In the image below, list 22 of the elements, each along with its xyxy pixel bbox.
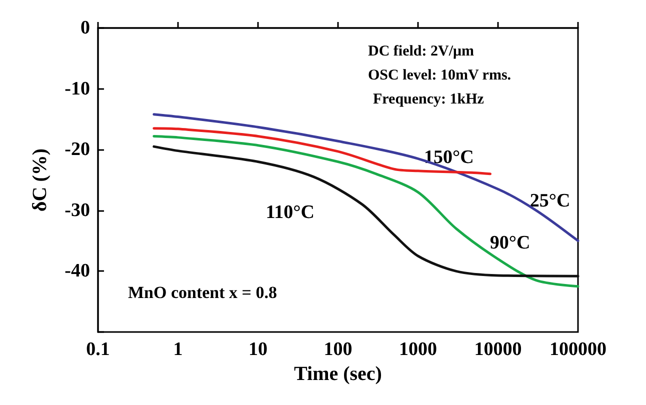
series-label: 25°C xyxy=(530,190,570,212)
y-tick-label: 0 xyxy=(80,18,90,38)
series-label: 150°C xyxy=(424,147,474,168)
y-tick-label: -20 xyxy=(64,139,90,160)
annotation: DC field: 2V/μm xyxy=(368,44,474,60)
x-tick-label: 100 xyxy=(324,339,352,360)
series-label: 110°C xyxy=(266,202,314,223)
x-axis-title: Time (sec) xyxy=(294,363,382,385)
x-tick-label: 100000 xyxy=(550,339,606,360)
x-tick-label: 1 xyxy=(173,339,183,360)
annotation: Frequency: 1kHz xyxy=(373,92,484,108)
x-tick-label: 10 xyxy=(248,339,268,360)
y-axis-title: δC (%) xyxy=(29,148,51,212)
y-tick-label: -40 xyxy=(64,260,90,282)
x-tick-label: 1000 xyxy=(399,339,437,360)
y-tick-label: -30 xyxy=(64,200,90,221)
y-tick-label: -10 xyxy=(64,78,90,100)
x-tick-label: 0.1 xyxy=(86,339,110,360)
annotation: MnO content x = 0.8 xyxy=(128,283,277,302)
x-tick-label: 10000 xyxy=(474,339,522,360)
annotation: OSC level: 10mV rms. xyxy=(368,68,512,84)
series-label: 90°C xyxy=(490,232,530,254)
